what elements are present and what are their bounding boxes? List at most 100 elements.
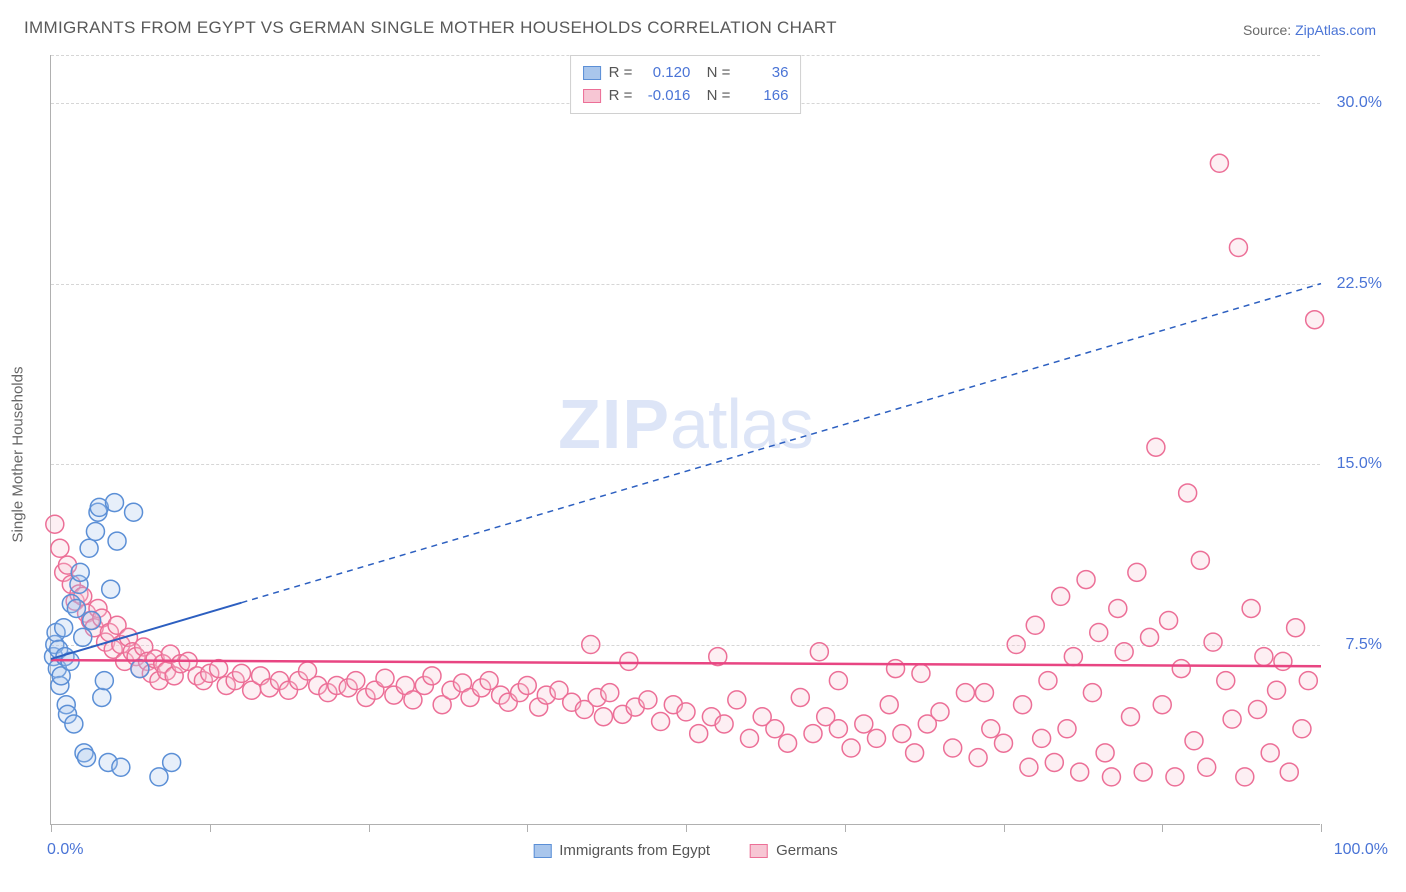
data-point bbox=[620, 652, 638, 670]
data-point bbox=[1014, 696, 1032, 714]
data-point bbox=[1255, 648, 1273, 666]
data-point bbox=[594, 708, 612, 726]
data-point bbox=[906, 744, 924, 762]
data-point bbox=[1204, 633, 1222, 651]
data-point bbox=[55, 619, 73, 637]
legend-row-series1: R =0.120 N =36 bbox=[583, 62, 789, 85]
data-point bbox=[1039, 672, 1057, 690]
data-point bbox=[67, 599, 85, 617]
data-point bbox=[1179, 484, 1197, 502]
swatch-series1-icon bbox=[533, 844, 551, 858]
source-attribution: Source: ZipAtlas.com bbox=[1243, 22, 1376, 38]
x-max-label: 100.0% bbox=[1334, 841, 1388, 859]
data-point bbox=[1083, 684, 1101, 702]
data-point bbox=[1090, 624, 1108, 642]
x-tick bbox=[686, 824, 687, 832]
data-point bbox=[1287, 619, 1305, 637]
data-point bbox=[1299, 672, 1317, 690]
data-point bbox=[78, 749, 96, 767]
data-point bbox=[601, 684, 619, 702]
y-tick-label: 30.0% bbox=[1337, 94, 1382, 112]
x-tick bbox=[369, 824, 370, 832]
data-point bbox=[893, 725, 911, 743]
data-point bbox=[376, 669, 394, 687]
data-point bbox=[1261, 744, 1279, 762]
data-point bbox=[80, 539, 98, 557]
data-point bbox=[956, 684, 974, 702]
data-point bbox=[46, 515, 64, 533]
plot-area: ZIPatlas 7.5%15.0%22.5%30.0% 0.0% 100.0%… bbox=[50, 55, 1320, 825]
data-point bbox=[1045, 753, 1063, 771]
data-point bbox=[1020, 758, 1038, 776]
data-point bbox=[982, 720, 1000, 738]
data-point bbox=[1185, 732, 1203, 750]
data-point bbox=[804, 725, 822, 743]
data-point bbox=[1198, 758, 1216, 776]
y-axis-label: Single Mother Households bbox=[10, 367, 27, 543]
data-point bbox=[969, 749, 987, 767]
data-point bbox=[423, 667, 441, 685]
data-point bbox=[931, 703, 949, 721]
data-point bbox=[677, 703, 695, 721]
data-point bbox=[1191, 551, 1209, 569]
data-point bbox=[1280, 763, 1298, 781]
data-point bbox=[125, 503, 143, 521]
data-point bbox=[131, 660, 149, 678]
correlation-legend: R =0.120 N =36 R =-0.016 N =166 bbox=[570, 55, 802, 114]
data-point bbox=[1071, 763, 1089, 781]
data-point bbox=[1058, 720, 1076, 738]
data-point bbox=[652, 713, 670, 731]
legend-row-series2: R =-0.016 N =166 bbox=[583, 85, 789, 108]
data-point bbox=[728, 691, 746, 709]
x-tick bbox=[51, 824, 52, 832]
data-point bbox=[1274, 652, 1292, 670]
data-point bbox=[150, 768, 168, 786]
data-point bbox=[93, 688, 111, 706]
data-point bbox=[102, 580, 120, 598]
data-point bbox=[791, 688, 809, 706]
data-point bbox=[766, 720, 784, 738]
x-min-label: 0.0% bbox=[47, 841, 83, 859]
data-point bbox=[887, 660, 905, 678]
data-point bbox=[1172, 660, 1190, 678]
data-point bbox=[108, 532, 126, 550]
data-point bbox=[1166, 768, 1184, 786]
data-point bbox=[112, 758, 130, 776]
data-point bbox=[1217, 672, 1235, 690]
data-point bbox=[855, 715, 873, 733]
data-point bbox=[1134, 763, 1152, 781]
data-point bbox=[1153, 696, 1171, 714]
data-point bbox=[690, 725, 708, 743]
data-point bbox=[944, 739, 962, 757]
data-point bbox=[1236, 768, 1254, 786]
data-point bbox=[715, 715, 733, 733]
data-point bbox=[83, 611, 101, 629]
data-point bbox=[1141, 628, 1159, 646]
data-point bbox=[975, 684, 993, 702]
data-point bbox=[51, 539, 69, 557]
data-point bbox=[1242, 599, 1260, 617]
data-point bbox=[1147, 438, 1165, 456]
data-point bbox=[1096, 744, 1114, 762]
y-tick-label: 22.5% bbox=[1337, 275, 1382, 293]
data-point bbox=[71, 563, 89, 581]
y-tick-label: 7.5% bbox=[1346, 636, 1382, 654]
data-point bbox=[1077, 571, 1095, 589]
chart-title: IMMIGRANTS FROM EGYPT VS GERMAN SINGLE M… bbox=[24, 18, 837, 38]
data-point bbox=[880, 696, 898, 714]
x-tick bbox=[1321, 824, 1322, 832]
data-point bbox=[106, 494, 124, 512]
data-point bbox=[233, 664, 251, 682]
data-point bbox=[1160, 611, 1178, 629]
data-point bbox=[74, 628, 92, 646]
x-tick bbox=[527, 824, 528, 832]
data-point bbox=[347, 672, 365, 690]
source-link[interactable]: ZipAtlas.com bbox=[1295, 22, 1376, 38]
data-point bbox=[86, 522, 104, 540]
data-point bbox=[779, 734, 797, 752]
data-point bbox=[518, 676, 536, 694]
data-point bbox=[1223, 710, 1241, 728]
data-point bbox=[1052, 587, 1070, 605]
data-point bbox=[1115, 643, 1133, 661]
x-tick bbox=[845, 824, 846, 832]
